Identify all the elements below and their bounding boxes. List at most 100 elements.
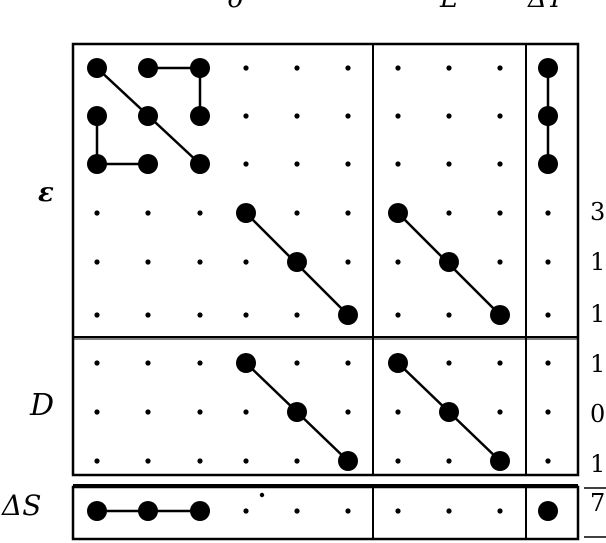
vertex-large — [490, 305, 510, 325]
vertex-large — [338, 451, 358, 471]
vertex-large — [388, 203, 408, 223]
grid-dot — [345, 360, 351, 366]
vertex-large — [190, 58, 210, 78]
grid-dot — [94, 210, 100, 216]
grid-dot — [294, 65, 300, 71]
vertex-large — [138, 58, 158, 78]
grid-dot — [145, 312, 151, 318]
vertex-large — [388, 353, 408, 373]
grid-dot — [294, 360, 300, 366]
grid-dot — [545, 259, 551, 265]
row-value-5: 0 — [590, 400, 606, 428]
grid-dot — [497, 508, 503, 514]
grid-dot — [197, 360, 203, 366]
grid-dot — [395, 312, 401, 318]
grid-dot — [197, 458, 203, 464]
grid-dot — [345, 409, 351, 415]
vertex-large — [338, 305, 358, 325]
grid-dot — [94, 458, 100, 464]
vertex-large — [138, 106, 158, 126]
grid-dot — [545, 409, 551, 415]
grid-dot — [446, 113, 452, 119]
row-value-3: 1 — [590, 300, 606, 328]
grid-dot — [395, 409, 401, 415]
vertex-large — [236, 353, 256, 373]
grid-dot — [197, 409, 203, 415]
grid-dot — [345, 259, 351, 265]
grid-dot — [94, 259, 100, 265]
vertex-large — [236, 203, 256, 223]
grid-dot — [145, 458, 151, 464]
column-label-delta-t: ΔT — [528, 0, 564, 14]
grid-dot — [243, 113, 249, 119]
vertex-large — [138, 501, 158, 521]
vertex-large — [190, 154, 210, 174]
vertex-large — [190, 106, 210, 126]
grid-dot — [294, 161, 300, 167]
vertex-large — [87, 58, 107, 78]
grid-dot — [345, 508, 351, 514]
grid-dot — [497, 210, 503, 216]
vertex-large — [287, 402, 307, 422]
grid-dot — [446, 508, 452, 514]
vertex-large — [490, 451, 510, 471]
grid-dot — [446, 65, 452, 71]
vertex-large — [538, 58, 558, 78]
row-value-7: 7 — [590, 489, 606, 517]
outer-frame — [71, 42, 580, 477]
grid-dot — [446, 312, 452, 318]
grid-dot — [94, 409, 100, 415]
vertex-large — [138, 154, 158, 174]
grid-dot — [243, 259, 249, 265]
grid-dot — [395, 65, 401, 71]
row-label-d: D — [30, 388, 55, 423]
grid-dot — [145, 259, 151, 265]
grid-dot — [197, 312, 203, 318]
grid-dot — [395, 161, 401, 167]
grid-dot — [243, 161, 249, 167]
grid-dot — [395, 259, 401, 265]
grid-dot — [294, 113, 300, 119]
grid-dot — [497, 360, 503, 366]
grid-dot — [243, 65, 249, 71]
grid-dot — [497, 259, 503, 265]
vertex-large — [287, 252, 307, 272]
grid-dot — [145, 360, 151, 366]
row-value-1: 3 — [590, 198, 606, 226]
grid-dot — [446, 161, 452, 167]
grid-dot — [294, 508, 300, 514]
stray-mark — [259, 492, 265, 498]
grid-dot — [294, 312, 300, 318]
grid-dot — [545, 458, 551, 464]
grid-dot — [497, 409, 503, 415]
grid-dot — [243, 409, 249, 415]
vertex-large — [439, 252, 459, 272]
vertex-large — [439, 402, 459, 422]
grid-dot — [545, 360, 551, 366]
bottom-row-frame — [71, 485, 580, 541]
grid-dot — [94, 360, 100, 366]
row-label-delta-s: ΔS — [2, 489, 42, 522]
grid-dot — [446, 360, 452, 366]
grid-dot — [243, 508, 249, 514]
grid-dot — [395, 458, 401, 464]
grid-dot — [345, 65, 351, 71]
vertex-large — [87, 106, 107, 126]
row-value-4: 1 — [590, 350, 606, 378]
row-label-epsilon: ε — [38, 178, 54, 208]
grid-dot — [497, 161, 503, 167]
vertex-large — [538, 106, 558, 126]
grid-dot — [545, 312, 551, 318]
row-value-2: 1 — [590, 248, 606, 276]
vertex-large — [87, 501, 107, 521]
row-value-6: 1 — [590, 450, 606, 478]
vertex-large — [87, 154, 107, 174]
grid-dot — [446, 458, 452, 464]
grid-dot — [243, 312, 249, 318]
vertex-large — [190, 501, 210, 521]
grid-dot — [395, 113, 401, 119]
grid-dot — [446, 210, 452, 216]
grid-dot — [345, 210, 351, 216]
grid-dot — [345, 161, 351, 167]
